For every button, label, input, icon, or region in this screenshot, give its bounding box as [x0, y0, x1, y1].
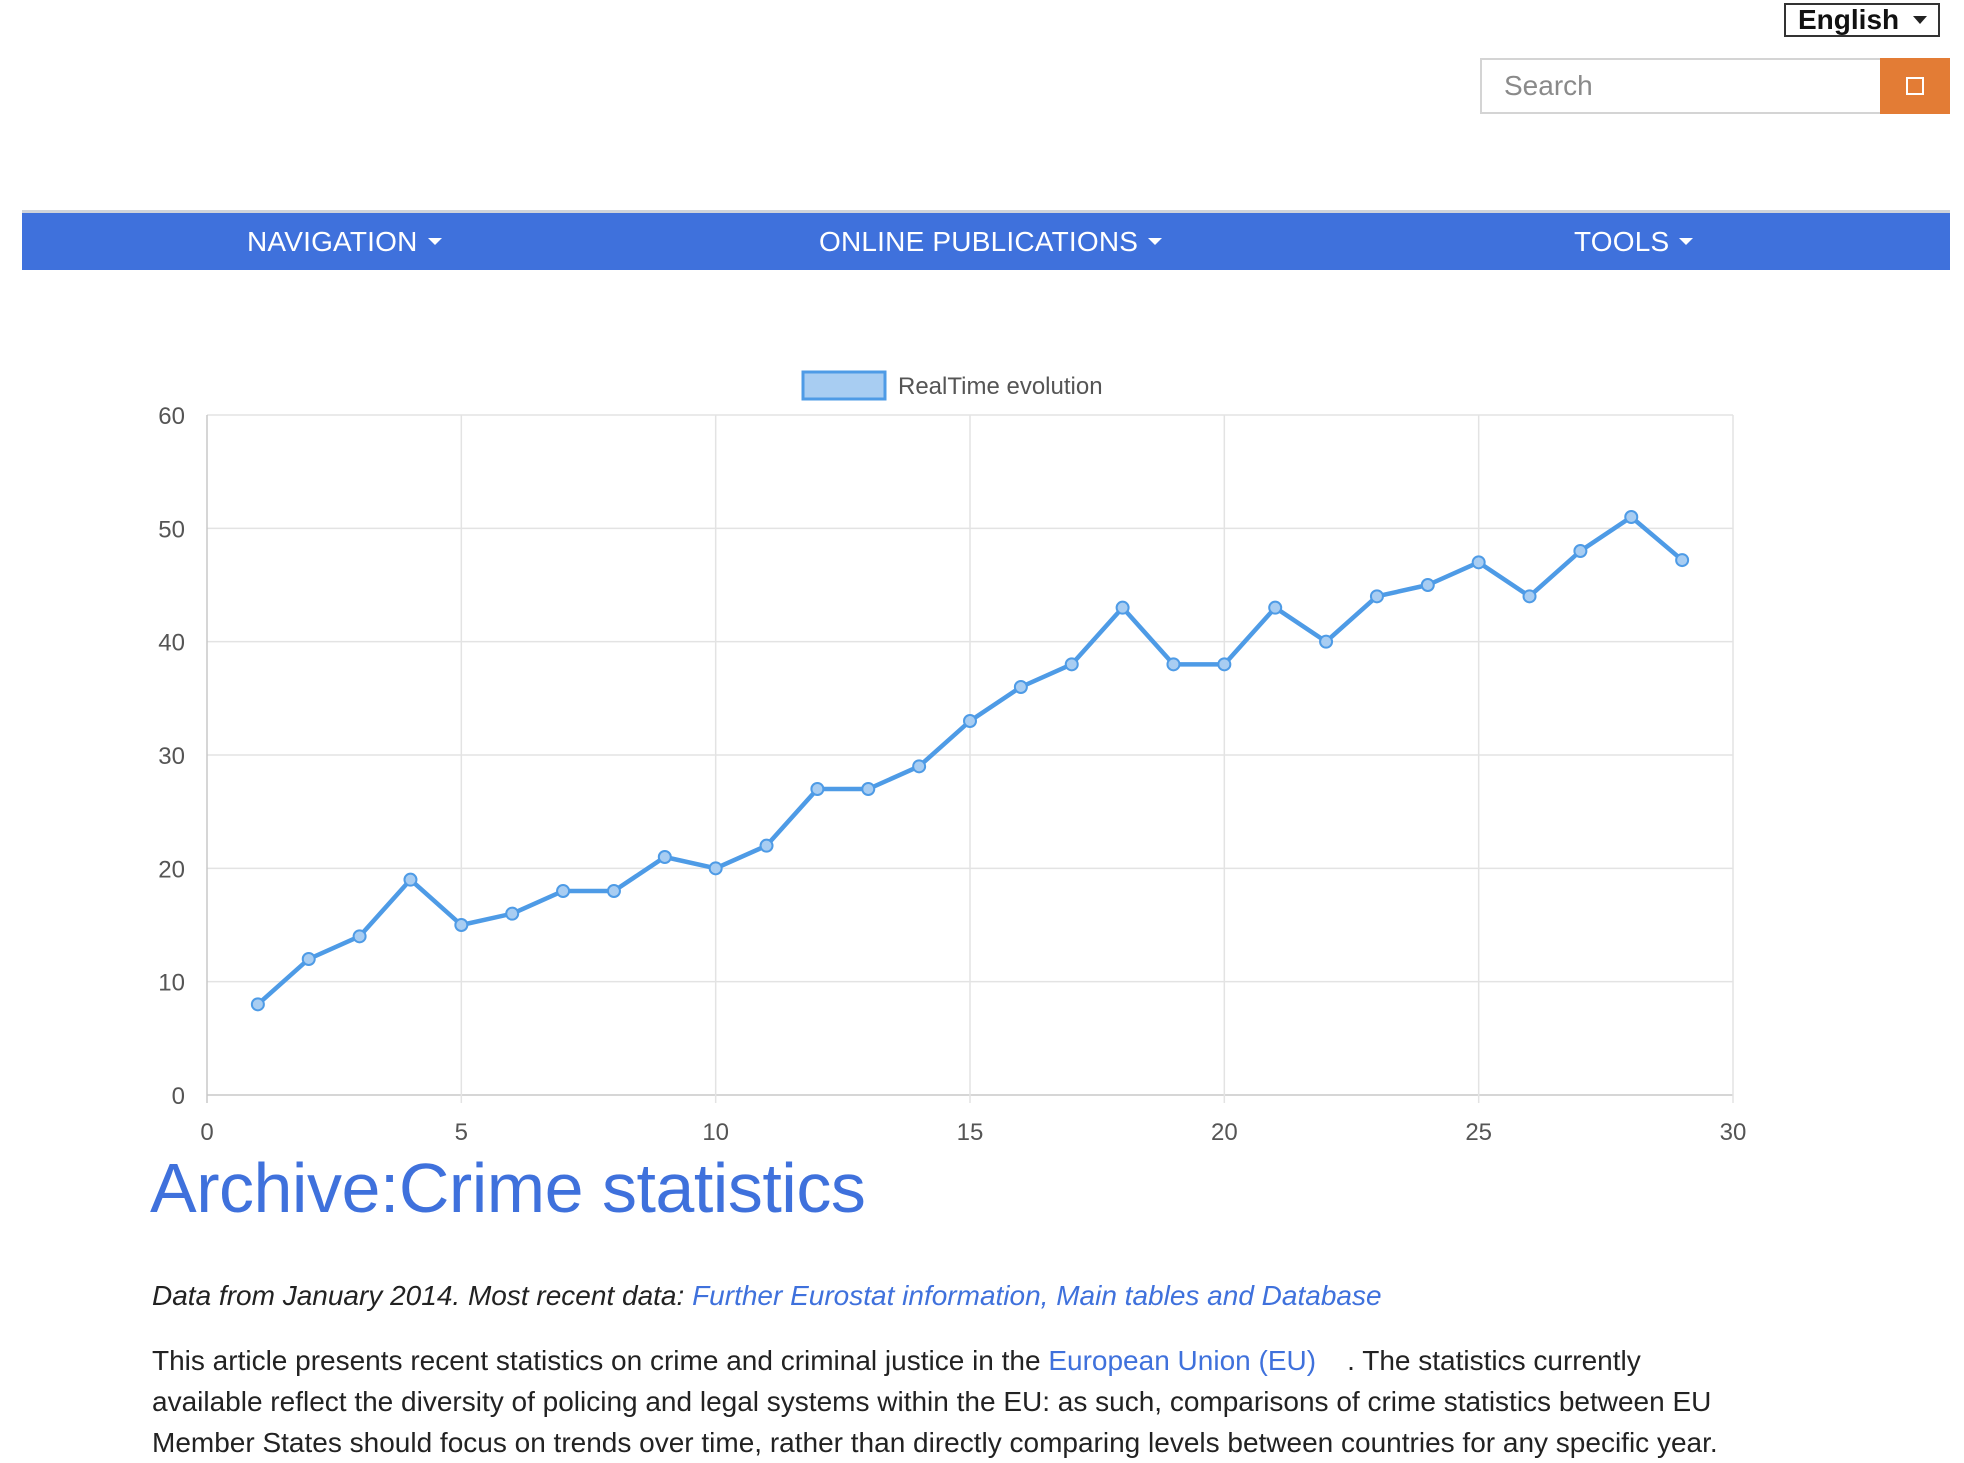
data-point	[708, 861, 723, 876]
data-point	[1624, 510, 1639, 524]
y-tick-label: 10	[158, 970, 185, 997]
nav-navigation-label: NAVIGATION	[247, 225, 418, 257]
data-source-prefix: Data from January 2014. Most recent data…	[152, 1280, 693, 1311]
data-point	[1369, 589, 1384, 604]
chevron-down-icon	[1913, 16, 1928, 24]
data-source-note: Data from January 2014. Most recent data…	[152, 1280, 1382, 1312]
legend-label: RealTime evolution	[898, 373, 1103, 400]
y-tick-label: 40	[158, 630, 185, 657]
line-chart: 0 10 20 30 40 50 60 0 5 10 15 20 25 30 RealTime evolut…	[158, 370, 1747, 1140]
x-tick-label: 10	[702, 1119, 729, 1140]
data-point	[505, 906, 520, 921]
data-point	[1013, 680, 1028, 694]
chevron-down-icon	[1679, 238, 1694, 245]
data-point	[1217, 657, 1232, 672]
nav-top-border	[22, 210, 1950, 213]
x-tick-label: 25	[1465, 1119, 1492, 1140]
chevron-down-icon	[427, 238, 442, 245]
data-point	[454, 918, 469, 932]
data-point	[810, 782, 825, 796]
data-point	[963, 714, 977, 728]
search-bar	[1480, 58, 1950, 114]
further-information-link[interactable]: Further Eurostat information, Main table…	[692, 1280, 1382, 1311]
data-point	[912, 759, 927, 774]
data-point	[657, 850, 672, 864]
page-title: Archive:Crime statistics	[150, 1149, 866, 1227]
data-point	[352, 929, 367, 944]
x-tick-label: 30	[1720, 1119, 1747, 1140]
x-tick-label: 5	[455, 1119, 468, 1140]
data-point	[606, 884, 621, 898]
nav-tools-label: TOOLS	[1574, 225, 1670, 257]
data-point	[1064, 657, 1079, 672]
x-tick-label: 0	[200, 1119, 213, 1140]
search-icon	[1906, 77, 1924, 95]
data-point	[861, 782, 876, 796]
legend-swatch	[801, 370, 887, 401]
data-point	[1420, 578, 1435, 592]
y-tick-label: 30	[158, 743, 185, 770]
data-point	[301, 952, 316, 966]
european-union-link[interactable]: European Union (EU)	[1048, 1345, 1317, 1376]
y-tick-label: 50	[158, 516, 185, 543]
data-point	[1319, 634, 1334, 649]
data-point	[1573, 544, 1588, 558]
data-point	[759, 838, 774, 853]
main-nav: NAVIGATION ONLINE PUBLICATIONS TOOLS	[22, 213, 1950, 270]
nav-tools[interactable]: TOOLS	[1574, 213, 1694, 270]
x-tick-label: 20	[1211, 1119, 1238, 1140]
y-tick-label: 60	[158, 403, 185, 430]
data-point	[1268, 600, 1283, 615]
y-tick-label: 0	[172, 1083, 185, 1110]
data-point	[1675, 553, 1690, 568]
data-point	[1522, 589, 1537, 604]
x-tick-label: 15	[957, 1119, 984, 1140]
search-button[interactable]	[1880, 58, 1950, 114]
chevron-down-icon	[1148, 238, 1163, 245]
language-selector[interactable]: English	[1784, 3, 1940, 37]
intro-paragraph: This article presents recent statistics …	[152, 1340, 1732, 1463]
nav-online-publications[interactable]: ONLINE PUBLICATIONS	[819, 213, 1163, 270]
data-point	[1115, 600, 1130, 615]
data-point	[403, 872, 418, 887]
intro-text-1: This article presents recent statistics …	[152, 1345, 1049, 1376]
data-point	[250, 997, 265, 1012]
data-point	[1166, 657, 1181, 672]
y-tick-label: 20	[158, 856, 185, 883]
language-selector-label: English	[1798, 4, 1900, 35]
nav-online-publications-label: ONLINE PUBLICATIONS	[819, 225, 1139, 257]
nav-navigation[interactable]: NAVIGATION	[247, 213, 442, 270]
data-point	[556, 884, 571, 898]
data-point	[1471, 555, 1486, 570]
search-input[interactable]	[1480, 58, 1880, 114]
